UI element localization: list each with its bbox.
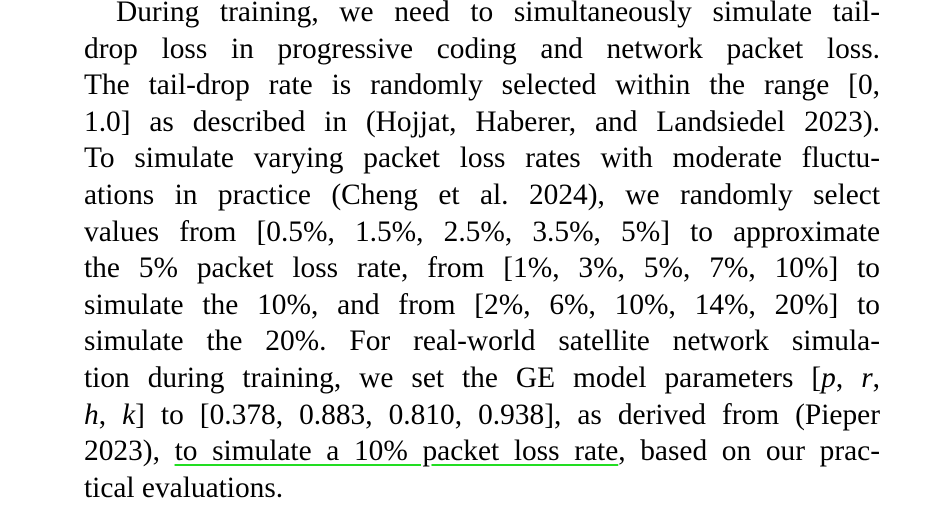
text-segment: ] to [0.378, 0.883, 0.810, 0.938], as de… (135, 398, 881, 431)
text-line: The tail-drop rate is randomly selected … (84, 69, 880, 102)
text-line: ations in practice (Cheng et al. 2024), … (84, 178, 880, 211)
text-segment: , (872, 361, 880, 394)
math-variable: r (861, 361, 873, 394)
highlighted-phrase: to simulate a 10% packet loss rate (174, 435, 619, 468)
text-segment: tion during training, we set the GE mode… (84, 361, 822, 394)
text-line: drop loss in progressive coding and netw… (84, 32, 880, 65)
text-line: values from [0.5%, 1.5%, 2.5%, 3.5%, 5%]… (84, 215, 880, 248)
text-segment: , based on our prac- (618, 435, 881, 468)
math-variable: k (122, 398, 136, 431)
text-line: simulate the 10%, and from [2%, 6%, 10%,… (84, 288, 880, 321)
paragraph: During training, we need to simultaneous… (84, 0, 880, 506)
text-line: tical evaluations. (84, 471, 284, 504)
text-line: 2023), to simulate a 10% packet loss rat… (84, 433, 880, 470)
text-line: h, k] to [0.378, 0.883, 0.810, 0.938], a… (84, 397, 880, 434)
text-line: To simulate varying packet loss rates wi… (84, 142, 880, 175)
text-line: 1.0] as described in (Hojjat, Haberer, a… (84, 105, 880, 138)
text-line: the 5% packet loss rate, from [1%, 3%, 5… (84, 252, 880, 285)
text-segment: , (98, 398, 123, 431)
text-line: simulate the 20%. For real-world satelli… (84, 325, 880, 358)
text-segment: 2023), (84, 435, 175, 468)
text-line: tion during training, we set the GE mode… (84, 360, 880, 397)
text-line: During training, we need to simultaneous… (116, 0, 880, 28)
text-segment: , (835, 361, 862, 394)
math-variable: h (84, 398, 99, 431)
math-variable: p (821, 361, 836, 394)
